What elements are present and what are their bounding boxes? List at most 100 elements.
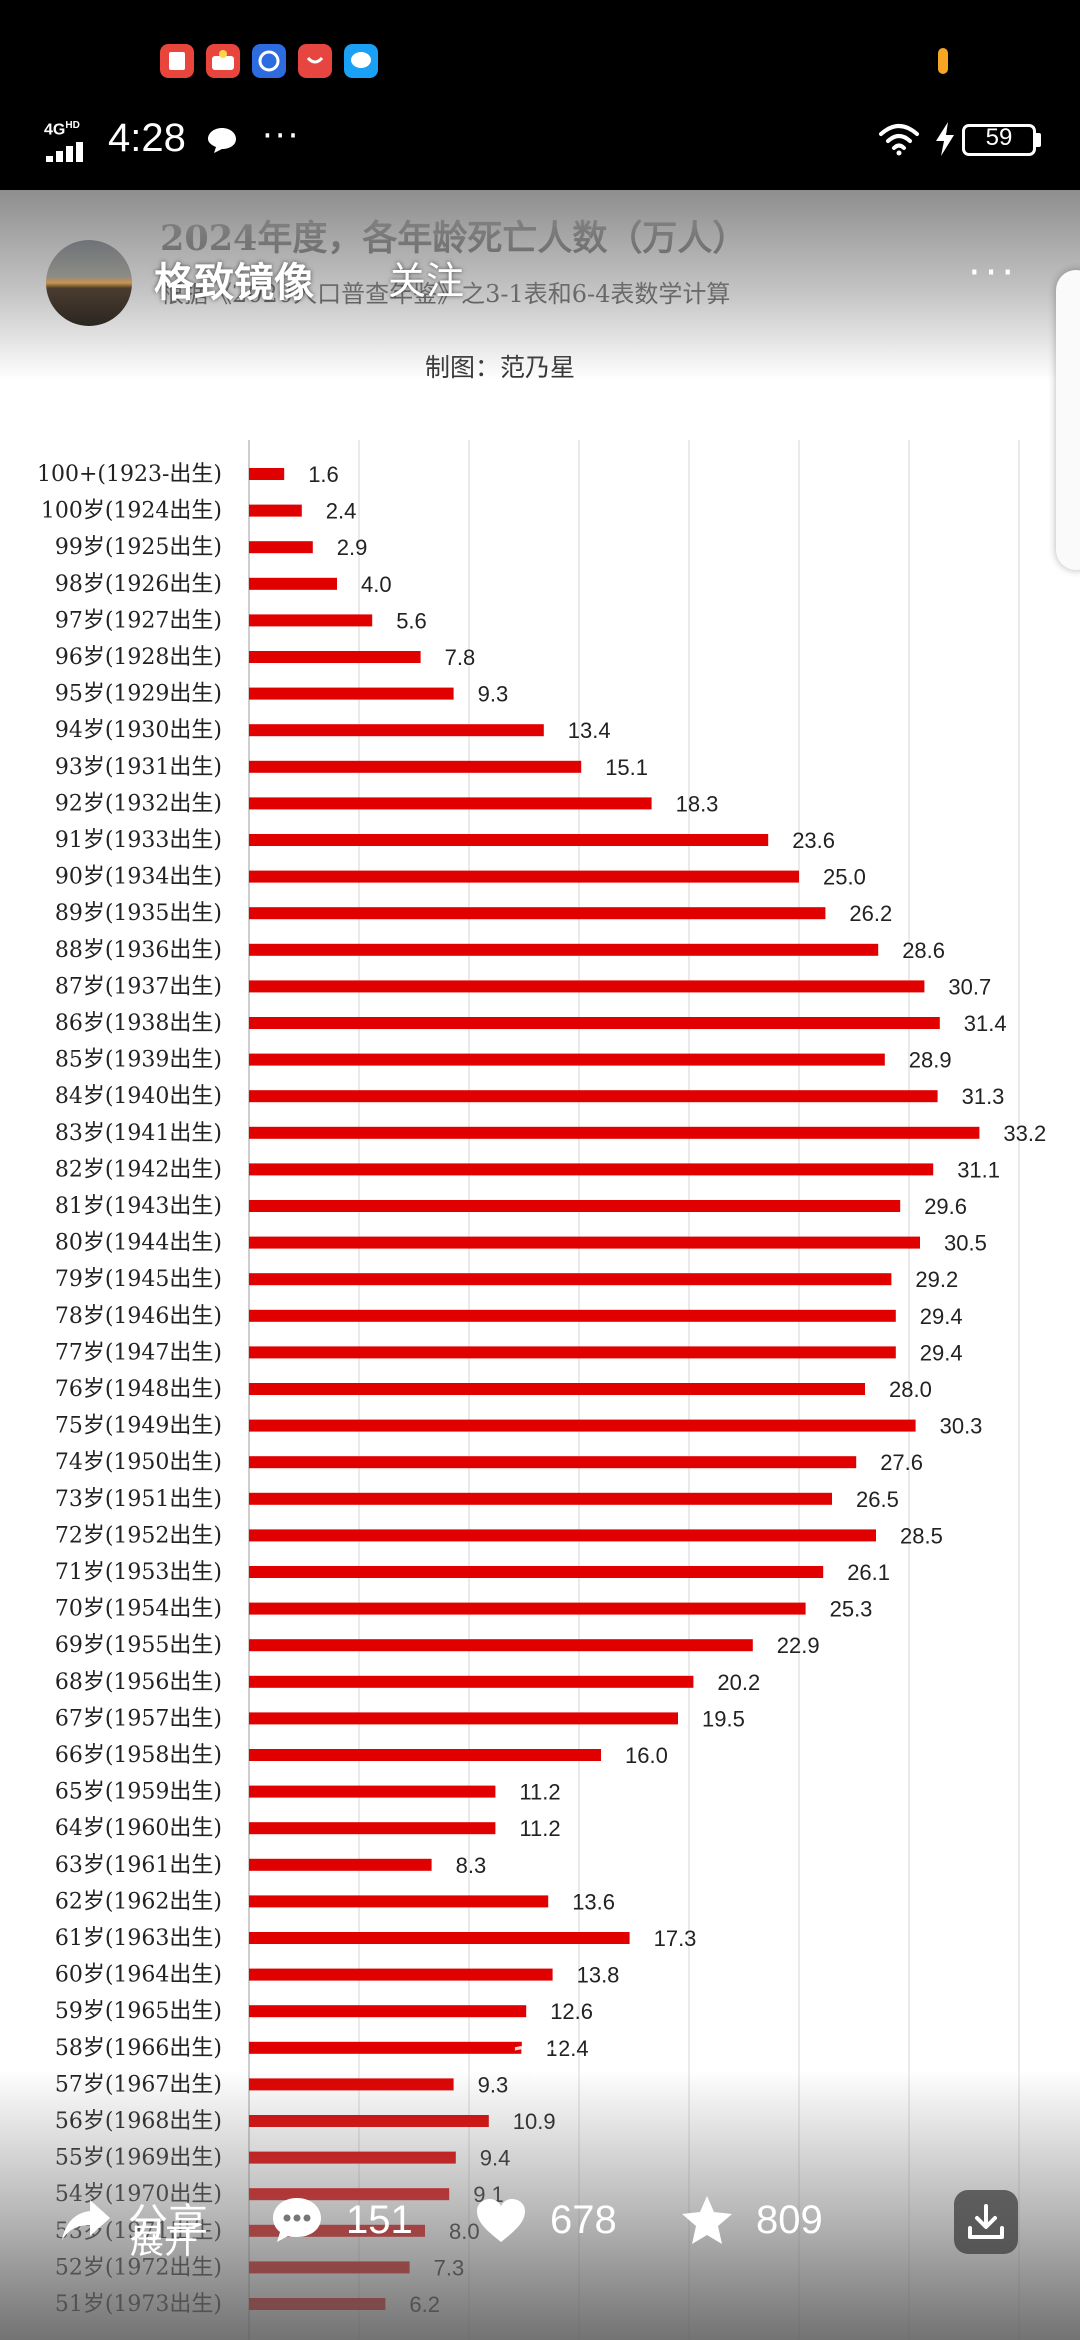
value-label: 13.6 [572, 1889, 615, 1914]
more-notifications-icon: ··· [262, 116, 301, 156]
category-label: 89岁(1935出生) [55, 901, 222, 926]
category-label: 65岁(1959出生) [55, 1780, 222, 1805]
value-label: 27.6 [880, 1450, 923, 1475]
value-label: 18.3 [676, 791, 719, 816]
page-indicator: 1/1 [511, 2040, 569, 2081]
category-label: 77岁(1947出生) [55, 1340, 222, 1365]
category-label: 85岁(1939出生) [55, 1048, 222, 1073]
value-label: 20.2 [717, 1670, 760, 1695]
bar [249, 1968, 553, 1981]
value-label: 26.2 [849, 901, 892, 926]
value-label: 30.7 [948, 974, 991, 999]
value-label: 26.1 [847, 1560, 890, 1585]
category-label: 69岁(1955出生) [55, 1633, 222, 1658]
value-label: 10.9 [513, 2109, 556, 2134]
battery-icon: 59 [962, 124, 1036, 156]
more-options-button[interactable]: ··· [968, 250, 1019, 296]
bar [249, 1566, 824, 1578]
category-label: 70岁(1954出生) [55, 1597, 222, 1622]
category-label: 66岁(1958出生) [55, 1743, 222, 1768]
bar [249, 1053, 885, 1066]
bar [249, 577, 337, 590]
bar [249, 1492, 832, 1505]
bar [249, 1785, 496, 1798]
category-label: 87岁(1937出生) [55, 974, 222, 999]
bar [249, 1749, 601, 1761]
author-bar: 格致镜像 关注 ··· [0, 234, 1080, 334]
category-label: 61岁(1963出生) [55, 1926, 222, 1951]
value-label: 28.6 [902, 938, 945, 963]
avatar[interactable] [46, 240, 132, 326]
bar [249, 907, 826, 920]
follow-button[interactable]: 关注 [388, 259, 465, 303]
category-label: 78岁(1946出生) [55, 1304, 222, 1329]
cellular-signal-icon: 4GHD [44, 120, 96, 166]
bar [249, 870, 799, 883]
category-label: 68岁(1956出生) [55, 1670, 222, 1695]
app-notification-icon-shop [206, 44, 240, 78]
category-label: 80岁(1944出生) [55, 1231, 222, 1256]
value-label: 2.9 [337, 535, 368, 560]
side-drawer-handle[interactable] [1056, 270, 1080, 570]
heart-icon [477, 2199, 525, 2242]
category-label: 57岁(1967出生) [55, 2072, 222, 2097]
category-label: 55岁(1969出生) [55, 2146, 222, 2171]
favorite-button[interactable]: 809 [680, 2194, 823, 2246]
wifi-icon [879, 124, 919, 156]
bar [249, 2298, 386, 2310]
expand-caption-link[interactable]: 展开 [130, 2222, 198, 2262]
comment-button[interactable]: 151 [270, 2194, 413, 2246]
value-label: 30.3 [940, 1414, 983, 1439]
author-name[interactable]: 格致镜像 [154, 260, 314, 306]
comment-bubble-icon [273, 2198, 321, 2242]
message-bubble-icon [208, 128, 236, 153]
value-label: 25.0 [823, 865, 866, 890]
value-label: 26.5 [856, 1487, 899, 1512]
like-count: 678 [550, 2197, 617, 2242]
category-label: 81岁(1943出生) [55, 1194, 222, 1219]
bar [249, 468, 285, 480]
value-label: 13.4 [568, 718, 611, 743]
status-bar: 4GHD 4:28 ··· 59 [0, 110, 1080, 170]
value-label: 28.9 [909, 1048, 952, 1073]
bar [249, 1712, 678, 1725]
share-label: 分享 [128, 2202, 208, 2246]
category-label: 93岁(1931出生) [55, 755, 222, 780]
value-label: 28.0 [889, 1377, 932, 1402]
share-button[interactable]: 分享 [60, 2194, 208, 2246]
category-label: 72岁(1952出生) [55, 1523, 222, 1548]
value-label: 29.4 [920, 1304, 963, 1329]
bar-chart: 100+(1923-出生) 1.6 100岁(1924出生) 2.4 99岁(1925出… [37, 218, 1046, 2340]
bar [249, 1639, 753, 1652]
app-notification-icon-store [298, 44, 332, 78]
category-label: 94岁(1930出生) [55, 718, 222, 743]
value-label: 7.8 [445, 645, 476, 670]
star-icon [682, 2196, 732, 2244]
status-time: 4:28 [108, 116, 186, 160]
value-label: 31.4 [964, 1011, 1007, 1036]
bar [249, 1932, 630, 1944]
bar [249, 1273, 892, 1286]
value-label: 4.0 [361, 572, 392, 597]
category-label: 98岁(1926出生) [55, 572, 222, 597]
category-label: 99岁(1925出生) [55, 535, 222, 560]
bar [249, 1419, 916, 1432]
category-label: 74岁(1950出生) [55, 1450, 222, 1475]
bar [249, 1163, 934, 1176]
chart-bars: 100+(1923-出生) 1.6 100岁(1924出生) 2.4 99岁(1925出… [37, 462, 1046, 2317]
value-label: 11.2 [519, 1816, 560, 1841]
bar [249, 1236, 920, 1249]
app-notification-icon-blue [252, 44, 286, 78]
value-label: 5.6 [396, 608, 427, 633]
app-notification-icon-chat [344, 44, 378, 78]
like-button[interactable]: 678 [474, 2194, 617, 2246]
download-button[interactable] [954, 2190, 1018, 2254]
value-label: 1.6 [308, 462, 339, 487]
bar [249, 687, 454, 700]
category-label: 67岁(1957出生) [55, 1706, 222, 1731]
bar [249, 541, 313, 554]
category-label: 62岁(1962出生) [55, 1889, 222, 1914]
image-viewer[interactable]: 100+(1923-出生) 1.6 100岁(1924出生) 2.4 99岁(1925出… [0, 190, 1080, 2340]
category-label: 75岁(1949出生) [55, 1414, 222, 1439]
bar [249, 1346, 896, 1359]
